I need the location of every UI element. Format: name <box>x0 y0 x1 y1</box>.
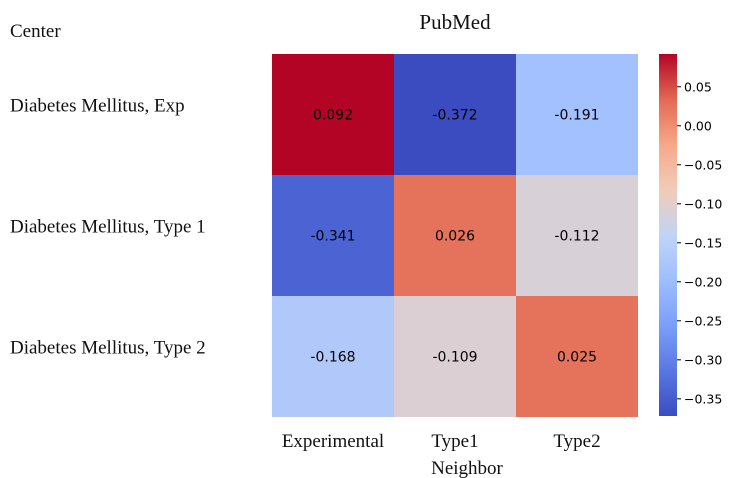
heatmap-cell <box>272 296 394 417</box>
cell-value-label: -0.109 <box>432 350 477 366</box>
colorbar-tick-label: −0.05 <box>684 157 722 172</box>
colorbar-tick-label: −0.30 <box>684 352 722 367</box>
y-axis-label: Center <box>10 21 61 42</box>
cell-value-label: -0.191 <box>554 108 599 124</box>
x-tick-label: Type1 <box>431 431 478 452</box>
colorbar-tick-label: −0.25 <box>684 313 722 328</box>
x-tick-label: Type2 <box>553 431 600 452</box>
heatmap-cell <box>394 54 516 175</box>
heatmap-cell <box>394 296 516 417</box>
cell-value-label: 0.092 <box>313 108 353 124</box>
heatmap-cells: 0.092 -0.372 -0.191 -0.341 0.026 -0.112 -0.168… <box>272 54 638 417</box>
y-tick-label: Diabetes Mellitus, Type 1 <box>10 217 206 238</box>
cell-value-label: 0.026 <box>435 229 475 245</box>
colorbar-tick-label: 0.05 <box>684 79 712 94</box>
y-tick-labels: Diabetes Mellitus, Exp Diabetes Mellitus,… <box>10 96 206 359</box>
cell-value-label: -0.168 <box>310 350 355 366</box>
colorbar-ticks: 0.05 0.00 −0.05 −0.10 −0.15 −0.20 −0.25 −0.30 −0… <box>677 79 722 406</box>
cell-value-label: -0.112 <box>554 229 599 245</box>
x-tick-labels: Experimental Type1 Type2 <box>282 431 601 452</box>
colorbar-tick-label: 0.00 <box>684 118 712 133</box>
y-tick-label: Diabetes Mellitus, Exp <box>10 96 185 117</box>
cell-value-label: -0.372 <box>432 108 477 124</box>
heatmap-cell <box>272 54 394 175</box>
colorbar-tick-label: −0.35 <box>684 391 722 406</box>
x-axis-label: Neighbor <box>431 458 503 478</box>
cell-value-label: 0.025 <box>557 350 597 366</box>
y-tick-label: Diabetes Mellitus, Type 2 <box>10 338 206 359</box>
chart-title: PubMed <box>419 10 491 34</box>
colorbar <box>659 54 677 416</box>
heatmap-cell <box>516 175 638 296</box>
x-tick-label: Experimental <box>282 431 384 452</box>
heatmap-cell <box>394 175 516 296</box>
colorbar-tick-label: −0.15 <box>684 235 722 250</box>
heatmap-cell <box>516 54 638 175</box>
heatmap-cell <box>272 175 394 296</box>
cell-value-label: -0.341 <box>310 229 355 245</box>
colorbar-tick-label: −0.10 <box>684 196 722 211</box>
heatmap-cell <box>516 296 638 417</box>
colorbar-tick-label: −0.20 <box>684 274 722 289</box>
